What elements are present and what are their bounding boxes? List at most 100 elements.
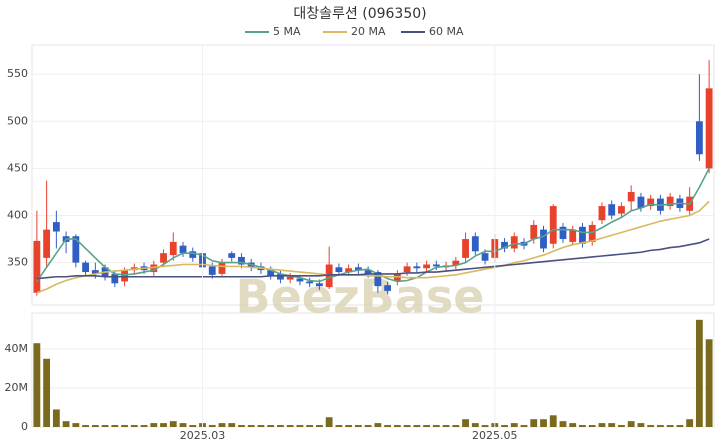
volume-bar (569, 423, 577, 427)
ma-line (36, 168, 710, 283)
volume-bar (296, 425, 304, 427)
candle-body (569, 229, 577, 242)
volume-bar (111, 425, 119, 427)
volume-bar (247, 425, 255, 427)
volume-bar (91, 425, 99, 427)
volume-bar (686, 419, 694, 427)
candle-body (189, 251, 197, 258)
y-tick-label: 500 (7, 114, 28, 127)
candle-body (588, 224, 596, 242)
volume-bar (471, 423, 479, 427)
volume-bar (549, 415, 557, 427)
volume-bar (627, 421, 635, 427)
volume-bar (33, 343, 41, 427)
candle-body (228, 253, 236, 258)
volume-bar (608, 423, 616, 427)
volume-bar (423, 425, 430, 427)
candle-body (91, 270, 99, 274)
candle-body (598, 206, 606, 221)
candle-body (423, 264, 430, 269)
volume-bar (354, 425, 362, 427)
volume-bar (403, 425, 411, 427)
candle-body (549, 206, 557, 244)
volume-bar (345, 425, 353, 427)
candle-body (335, 267, 343, 273)
volume-bar (432, 425, 440, 427)
candle-body (540, 229, 547, 249)
volume-bar (393, 425, 401, 427)
volume-bar (579, 425, 586, 427)
legend-label: 5 MA (273, 25, 301, 38)
volume-bar (462, 419, 469, 427)
volume-bar (374, 423, 382, 427)
volume-bar (481, 425, 489, 427)
candle-body (296, 278, 304, 282)
candle-body (267, 270, 275, 276)
volume-bar (442, 425, 450, 427)
candle-body (354, 267, 362, 271)
chart-title: 대창솔루션 (096350) (293, 6, 426, 22)
candle-body (471, 236, 479, 252)
candle-body (150, 264, 158, 273)
candle-body (618, 206, 625, 214)
candle-body (325, 264, 333, 288)
volume-bar (277, 425, 284, 427)
volume-bar (618, 425, 625, 427)
y-tick-label: 20M (5, 381, 29, 394)
volume-bar (316, 425, 323, 427)
volume-bar (695, 319, 703, 427)
candle-body (33, 240, 41, 293)
price-panel (31, 44, 715, 306)
volume-bar (286, 425, 294, 427)
volume-bar (82, 425, 89, 427)
volume-bar (657, 425, 664, 427)
candle-body (179, 245, 187, 254)
candle-body (559, 226, 567, 240)
volume-bar (130, 425, 138, 427)
candle-body (218, 262, 226, 274)
legend-label: 20 MA (351, 25, 386, 38)
candle-body (52, 222, 60, 232)
candle-body (306, 281, 314, 284)
ma-line (36, 238, 710, 280)
volume-bar (72, 423, 80, 427)
volume-bar (559, 421, 567, 427)
volume-bar (452, 425, 460, 427)
candle-body (121, 270, 128, 282)
volume-bar (43, 358, 51, 427)
volume-bar (637, 423, 645, 427)
candle-body (510, 236, 518, 249)
candle-body (364, 270, 372, 274)
candle-body (43, 229, 51, 258)
volume-bar (169, 421, 177, 427)
volume-bar (666, 425, 674, 427)
candle-body (82, 262, 89, 273)
candle-body (160, 253, 167, 263)
y-tick-label: 400 (7, 209, 28, 222)
ma-line (36, 200, 710, 294)
candle-body (277, 273, 284, 280)
volume-bar (267, 425, 275, 427)
candle-body (579, 226, 586, 244)
candle-body (666, 196, 674, 207)
candle-body (238, 256, 245, 265)
x-tick-label: 2025.05 (472, 429, 518, 442)
volume-bar (364, 425, 372, 427)
volume-bar (179, 423, 187, 427)
volume-bar (101, 425, 109, 427)
volume-bar (520, 425, 528, 427)
candle-body (111, 273, 119, 284)
candle-body (208, 266, 216, 275)
volume-bar (208, 425, 216, 427)
candle-body (413, 266, 421, 269)
candle-body (393, 273, 401, 282)
candle-body (695, 121, 703, 155)
volume-bar (189, 425, 197, 427)
candle-body (647, 198, 655, 207)
candle-body (374, 272, 382, 287)
x-tick-label: 2025.03 (180, 429, 226, 442)
candle-body (530, 224, 538, 240)
candle-body (72, 236, 80, 263)
candle-body (345, 268, 353, 273)
volume-bar (647, 425, 655, 427)
